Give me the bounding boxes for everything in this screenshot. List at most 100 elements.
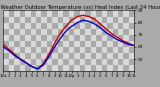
Bar — [96, 59, 102, 65]
Bar — [31, 71, 36, 77]
Bar — [112, 17, 118, 23]
Bar — [20, 23, 25, 29]
Bar — [107, 10, 112, 17]
Bar — [58, 65, 63, 71]
Bar — [107, 47, 112, 53]
Bar — [14, 17, 20, 23]
Bar — [14, 65, 20, 71]
Bar — [124, 29, 129, 35]
Bar — [47, 4, 52, 10]
Bar — [107, 71, 112, 77]
Bar — [36, 53, 41, 59]
Bar — [129, 59, 134, 65]
Bar — [129, 47, 134, 53]
Bar — [102, 17, 107, 23]
Bar — [124, 4, 129, 10]
Bar — [3, 53, 9, 59]
Bar — [85, 71, 91, 77]
Bar — [102, 29, 107, 35]
Bar — [91, 4, 96, 10]
Bar — [20, 59, 25, 65]
Bar — [134, 17, 140, 23]
Bar — [41, 59, 47, 65]
Bar — [41, 10, 47, 17]
Bar — [134, 41, 140, 47]
Bar — [20, 47, 25, 53]
Bar — [69, 53, 74, 59]
Bar — [47, 17, 52, 23]
Bar — [102, 65, 107, 71]
Bar — [63, 23, 69, 29]
Bar — [3, 17, 9, 23]
Bar — [41, 23, 47, 29]
Bar — [96, 10, 102, 17]
Bar — [74, 10, 80, 17]
Bar — [124, 65, 129, 71]
Bar — [80, 65, 85, 71]
Bar — [58, 4, 63, 10]
Bar — [36, 17, 41, 23]
Bar — [129, 35, 134, 41]
Bar — [14, 53, 20, 59]
Bar — [118, 23, 124, 29]
Bar — [9, 59, 14, 65]
Bar — [91, 17, 96, 23]
Bar — [69, 65, 74, 71]
Bar — [52, 71, 58, 77]
Bar — [0, 23, 3, 29]
Bar — [129, 10, 134, 17]
Bar — [96, 23, 102, 29]
Bar — [9, 10, 14, 17]
Bar — [36, 4, 41, 10]
Bar — [102, 53, 107, 59]
Bar — [85, 23, 91, 29]
Bar — [20, 10, 25, 17]
Bar — [102, 4, 107, 10]
Bar — [14, 4, 20, 10]
Bar — [0, 71, 3, 77]
Bar — [74, 71, 80, 77]
Bar — [91, 65, 96, 71]
Bar — [3, 41, 9, 47]
Bar — [31, 35, 36, 41]
Bar — [85, 47, 91, 53]
Bar — [31, 10, 36, 17]
Bar — [31, 23, 36, 29]
Bar — [25, 65, 31, 71]
Bar — [74, 35, 80, 41]
Bar — [80, 4, 85, 10]
Bar — [96, 71, 102, 77]
Bar — [91, 29, 96, 35]
Bar — [134, 53, 140, 59]
Bar — [47, 29, 52, 35]
Bar — [36, 65, 41, 71]
Bar — [96, 35, 102, 41]
Bar — [118, 71, 124, 77]
Bar — [58, 41, 63, 47]
Bar — [74, 59, 80, 65]
Bar — [134, 4, 140, 10]
Bar — [9, 47, 14, 53]
Bar — [63, 71, 69, 77]
Bar — [0, 59, 3, 65]
Bar — [80, 17, 85, 23]
Bar — [85, 35, 91, 41]
Bar — [63, 59, 69, 65]
Bar — [47, 65, 52, 71]
Bar — [58, 17, 63, 23]
Bar — [112, 65, 118, 71]
Bar — [134, 65, 140, 71]
Bar — [118, 35, 124, 41]
Bar — [9, 23, 14, 29]
Bar — [91, 41, 96, 47]
Bar — [80, 41, 85, 47]
Bar — [52, 59, 58, 65]
Bar — [112, 4, 118, 10]
Bar — [20, 35, 25, 41]
Bar — [14, 41, 20, 47]
Bar — [41, 71, 47, 77]
Bar — [3, 65, 9, 71]
Bar — [0, 10, 3, 17]
Bar — [3, 29, 9, 35]
Bar — [107, 59, 112, 65]
